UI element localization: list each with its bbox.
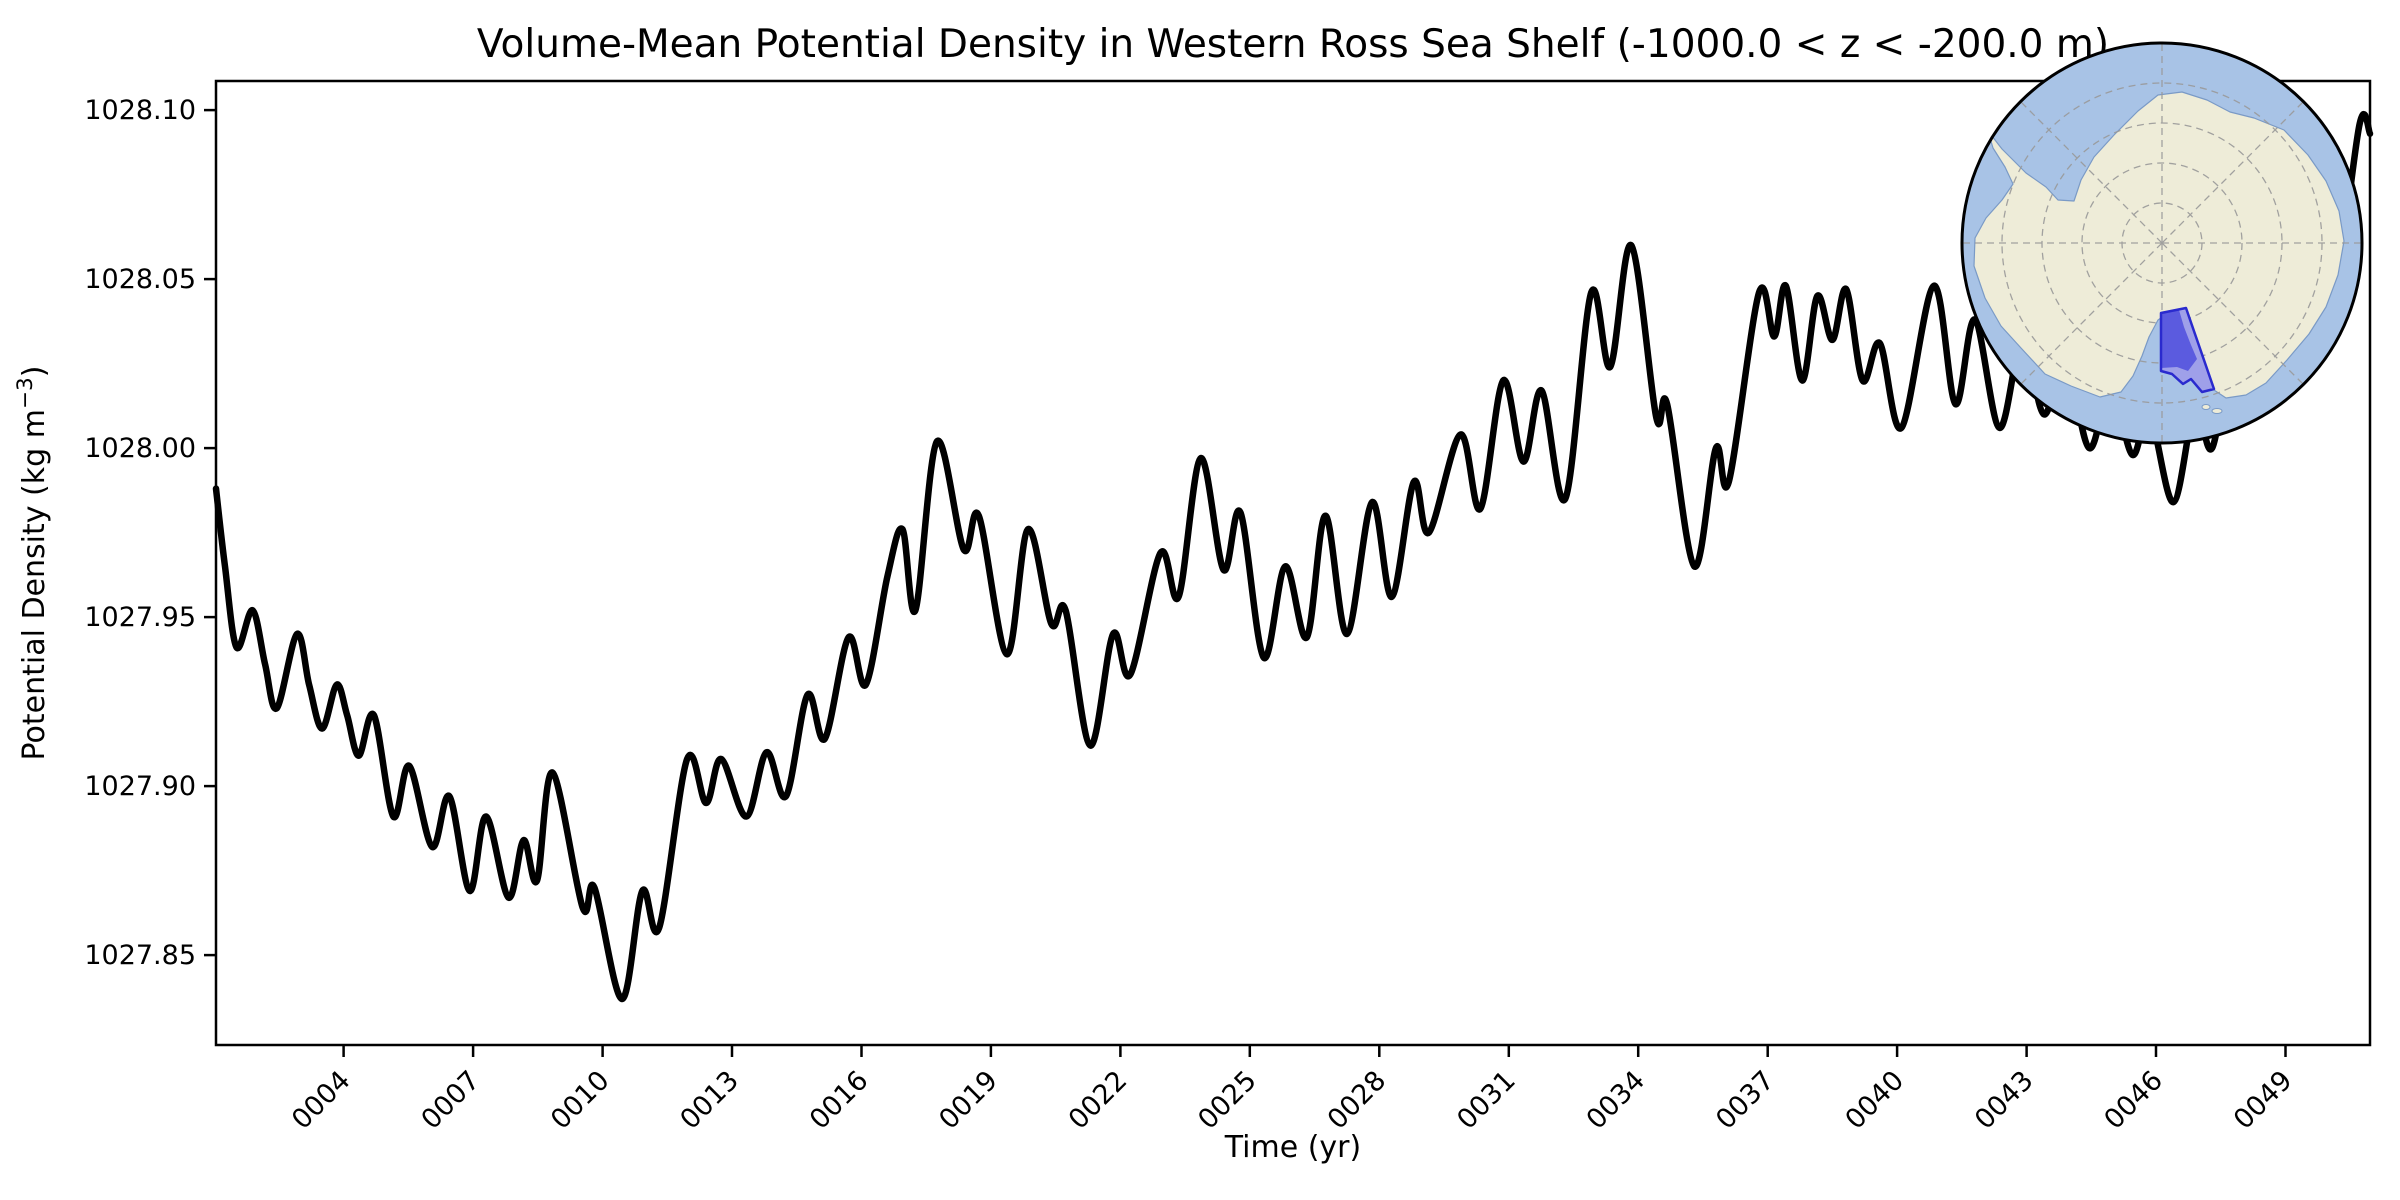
x-tick-label: 0028 (1322, 1065, 1393, 1136)
x-tick-label: 0037 (1710, 1065, 1781, 1136)
x-tick-label: 0046 (2098, 1065, 2169, 1136)
x-tick-label: 0019 (933, 1065, 1004, 1136)
y-tick-label: 1027.95 (84, 602, 196, 633)
x-tick-label: 0004 (286, 1065, 357, 1136)
chart-title: Volume-Mean Potential Density in Western… (477, 22, 2109, 67)
plot-frame (214, 79, 2372, 1047)
x-tick-label: 0016 (804, 1065, 875, 1136)
x-tick-label: 0031 (1451, 1065, 1522, 1136)
density-line (212, 110, 2374, 1003)
map-island (2201, 404, 2211, 410)
x-tick-label: 0013 (674, 1065, 745, 1136)
x-tick-label: 0025 (1192, 1065, 1263, 1136)
inset-map (1960, 41, 2364, 445)
map-island (2211, 408, 2223, 414)
study-region-border (2159, 306, 2216, 394)
y-tick-label: 1028.05 (84, 264, 196, 295)
x-tick-label: 0040 (1840, 1065, 1911, 1136)
y-axis-label: Potential Density (kg m−3) (13, 366, 52, 761)
y-tick-label: 1028.10 (84, 95, 196, 126)
y-tick-label: 1027.90 (84, 771, 196, 802)
x-tick-label: 0007 (416, 1065, 487, 1136)
map-outline (1960, 41, 2364, 445)
x-axis-label: Time (yr) (1224, 1130, 1361, 1165)
x-tick-label: 0049 (2228, 1065, 2299, 1136)
x-tick-label: 0022 (1063, 1065, 1134, 1136)
x-tick-label: 0043 (1969, 1065, 2040, 1136)
study-region-ocean-part (2161, 310, 2197, 371)
y-tick-label: 1028.00 (84, 433, 196, 464)
y-tick-label: 1027.85 (84, 940, 196, 971)
x-tick-label: 0034 (1581, 1065, 1652, 1136)
x-tick-label: 0010 (545, 1065, 616, 1136)
